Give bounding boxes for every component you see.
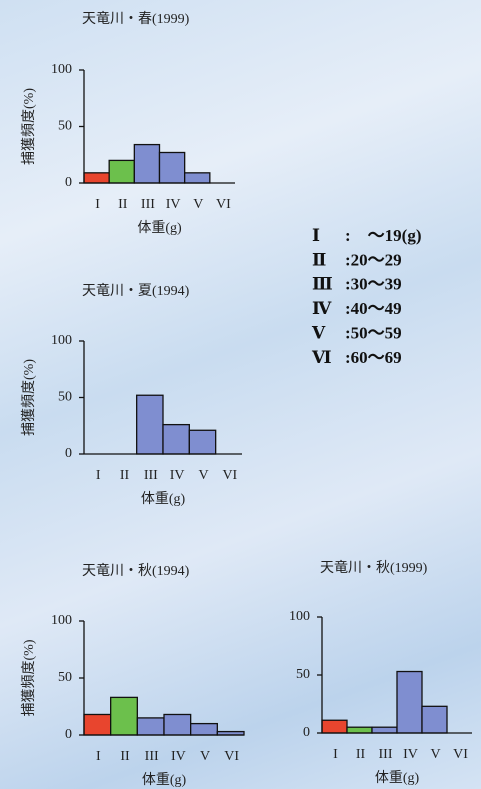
bar: [84, 714, 111, 735]
bar: [111, 697, 138, 735]
charts: 天竜川・春(1999)IIIIIIIVVVI050100体重(g)捕獲頻度(%)…: [0, 0, 481, 789]
legend-range: :50～59: [345, 324, 402, 343]
bar: [191, 724, 218, 735]
x-tick-label: II: [356, 747, 366, 762]
y-tick-label: 100: [51, 62, 72, 77]
y-tick-label: 100: [51, 613, 72, 628]
chart-title: 天竜川・秋(1994): [82, 562, 190, 579]
legend-range: :60～69: [345, 348, 402, 367]
legend-class: Ⅰ: [312, 226, 320, 245]
legend-class: Ⅴ: [311, 324, 326, 343]
bar: [397, 672, 422, 733]
legend-range: :30～39: [345, 275, 402, 294]
page: 天竜川・春(1999)IIIIIIIVVVI050100体重(g)捕獲頻度(%)…: [0, 0, 481, 789]
bar: [185, 173, 210, 183]
bar: [163, 425, 189, 454]
bar: [160, 152, 185, 183]
y-tick-label: 0: [65, 727, 72, 742]
x-tick-label: VI: [453, 747, 468, 762]
bar: [422, 706, 447, 733]
bar: [189, 430, 215, 454]
chart-title: 天竜川・春(1999): [82, 10, 190, 27]
y-axis-label: 捕獲頻度(%): [21, 639, 37, 716]
x-tick-label: III: [144, 468, 158, 483]
y-tick-label: 100: [289, 609, 310, 624]
x-tick-label: IV: [166, 197, 181, 212]
x-axis-label: 体重(g): [142, 772, 187, 788]
y-tick-label: 50: [58, 119, 72, 134]
chart-title: 天竜川・夏(1994): [82, 282, 190, 299]
legend-class: Ⅵ: [311, 348, 332, 367]
x-axis-label: 体重(g): [137, 220, 182, 236]
legend-range: :40～49: [345, 299, 402, 318]
x-tick-label: V: [200, 749, 210, 764]
x-tick-label: II: [120, 468, 130, 483]
x-axis-label: 体重(g): [375, 770, 420, 786]
y-tick-label: 0: [303, 725, 310, 740]
x-tick-label: I: [95, 197, 100, 212]
legend-class: Ⅱ: [312, 250, 326, 269]
x-tick-label: V: [193, 197, 203, 212]
y-tick-label: 0: [65, 175, 72, 190]
x-tick-label: VI: [224, 749, 239, 764]
chart-title: 天竜川・秋(1999): [320, 559, 428, 576]
legend-range: : ～19(g): [345, 226, 421, 245]
bar: [164, 714, 191, 735]
legend-class: Ⅳ: [312, 299, 332, 318]
x-tick-label: I: [333, 747, 338, 762]
x-tick-label: II: [120, 749, 130, 764]
bar: [109, 160, 134, 183]
bar: [84, 173, 109, 183]
x-tick-label: I: [96, 468, 101, 483]
x-tick-label: I: [96, 749, 101, 764]
x-tick-label: VI: [216, 197, 231, 212]
x-tick-label: IV: [403, 747, 418, 762]
x-tick-label: VI: [222, 468, 237, 483]
x-tick-label: V: [430, 747, 440, 762]
x-tick-label: III: [141, 197, 155, 212]
x-tick-label: II: [118, 197, 128, 212]
y-tick-label: 50: [58, 390, 72, 405]
bar: [347, 727, 372, 733]
y-tick-label: 100: [51, 333, 72, 348]
bar: [137, 718, 164, 735]
bar: [322, 720, 347, 733]
y-axis-label: 捕獲頻度(%): [21, 88, 37, 165]
y-tick-label: 0: [65, 446, 72, 461]
x-tick-label: IV: [171, 749, 186, 764]
x-tick-label: III: [145, 749, 159, 764]
x-tick-label: V: [198, 468, 208, 483]
y-axis-label: 捕獲頻度(%): [21, 359, 37, 436]
x-axis-label: 体重(g): [141, 491, 186, 507]
legend-range: :20～29: [345, 250, 402, 269]
legend-class: Ⅲ: [312, 275, 333, 294]
x-tick-label: III: [379, 747, 393, 762]
y-tick-label: 50: [58, 670, 72, 685]
bar: [372, 727, 397, 733]
bar: [137, 395, 163, 454]
y-tick-label: 50: [296, 667, 310, 682]
bar: [134, 145, 159, 183]
x-tick-label: IV: [170, 468, 185, 483]
